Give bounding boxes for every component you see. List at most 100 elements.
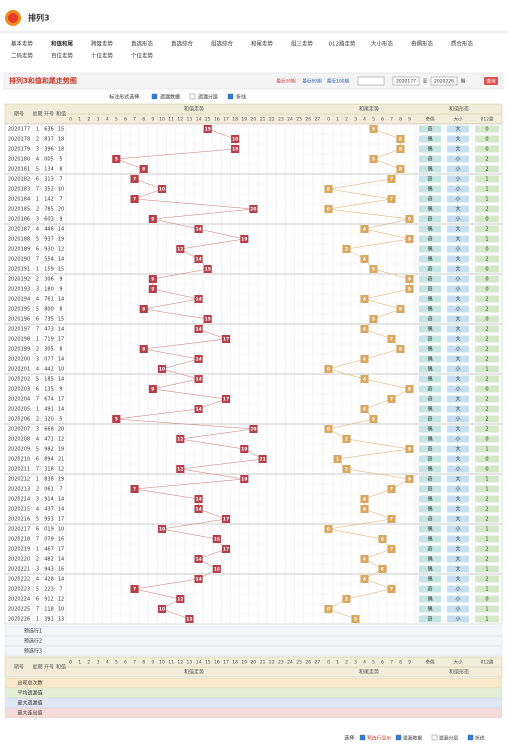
parity-value: 奇 [427, 276, 432, 283]
size-value: 小 [455, 276, 460, 283]
parity-value: 偶 [427, 496, 432, 503]
draw-number: 719 [44, 337, 54, 343]
weekday: 4 [36, 507, 39, 513]
sum-hit [194, 355, 203, 363]
sum-hit-label: 14 [195, 557, 201, 563]
parity-value: 奇 [427, 336, 432, 343]
draw-number: 894 [44, 457, 54, 463]
size-cell [447, 225, 469, 233]
footer-option[interactable]: 折线 [475, 735, 485, 742]
checkbox[interactable] [431, 734, 438, 741]
sum-hit-label: 19 [241, 447, 247, 453]
select-box[interactable] [357, 76, 385, 86]
checkbox[interactable] [359, 734, 366, 741]
size-value: 大 [455, 426, 460, 433]
tail-hit [360, 555, 369, 563]
tail-hit-label: 5 [372, 317, 375, 323]
weekday: 1 [36, 267, 39, 273]
sum-hit [148, 285, 157, 293]
footer-option[interactable]: 预选行显示 [367, 735, 391, 742]
sum-hit [112, 155, 121, 163]
nav-tab[interactable]: 百位走势 [51, 52, 74, 60]
route-cell [475, 285, 499, 293]
preselect-row[interactable] [4, 635, 503, 647]
period: 2020210 [8, 457, 30, 463]
period: 2020214 [8, 497, 30, 503]
query-label[interactable]: 查询 [487, 78, 496, 85]
route-cell [475, 145, 499, 153]
period: 2020199 [8, 347, 30, 353]
period: 2020177 [8, 127, 30, 133]
sum-hit-label: 12 [177, 437, 183, 443]
draw-number: 491 [44, 407, 54, 413]
preselect-row[interactable] [4, 625, 503, 637]
nav-tab[interactable]: 个位走势 [131, 52, 154, 60]
route-cell [475, 495, 499, 503]
parity-value: 偶 [427, 406, 432, 413]
option-label[interactable]: 遗漏数据 [160, 94, 180, 101]
tail-hit-label: 9 [408, 287, 411, 293]
size-value: 小 [455, 196, 460, 203]
sum-value: 17 [58, 547, 64, 553]
tail-hit [360, 375, 369, 383]
weekday: 5 [36, 587, 39, 593]
weekday: 4 [36, 157, 39, 163]
nav-tab[interactable]: 二码走势 [11, 52, 34, 60]
draw-number: 982 [44, 447, 54, 453]
section-header: 和尾走势 [359, 669, 379, 676]
sum-hit [194, 325, 203, 333]
nav-tab[interactable]: 组三走势 [291, 40, 314, 48]
nav-tab[interactable]: 质合形态 [451, 40, 474, 48]
nav-tab[interactable]: 和尾走势 [251, 40, 274, 48]
parity-value: 偶 [427, 506, 432, 513]
route-value: 2 [485, 337, 488, 343]
checkbox[interactable] [227, 93, 234, 100]
period: 2020206 [8, 417, 30, 423]
query-button[interactable] [484, 77, 498, 85]
tail-hit-label: 4 [363, 497, 366, 503]
route-value: 2 [485, 427, 488, 433]
route-cell [475, 355, 499, 363]
route-cell [475, 465, 499, 473]
size-value: 大 [455, 256, 460, 263]
option-label[interactable]: 折线 [236, 94, 246, 101]
range-link[interactable]: 最近80期 [302, 78, 322, 85]
checkbox[interactable] [151, 93, 158, 100]
period: 2020184 [8, 197, 30, 203]
footer-option[interactable]: 遗漏分层 [439, 735, 458, 742]
sum-value: 14 [58, 507, 64, 513]
sum-hit [221, 395, 231, 403]
sum-value: 19 [58, 237, 64, 243]
nav-tab[interactable]: 十位走势 [91, 52, 114, 60]
checkbox[interactable] [395, 734, 402, 741]
nav-tab[interactable]: 组选综合 [211, 40, 234, 48]
footer-option[interactable]: 遗漏数据 [403, 735, 422, 742]
preselect-row[interactable] [4, 645, 503, 657]
nav-tab[interactable]: 012路走势 [329, 40, 356, 48]
nav-tab[interactable]: 跨度走势 [91, 40, 114, 48]
period: 2020203 [8, 387, 30, 393]
range-link[interactable]: 最近100期 [327, 78, 350, 85]
sum-hit-label: 10 [159, 527, 165, 533]
route-cell [475, 405, 499, 413]
size-cell [447, 185, 469, 193]
size-cell [447, 415, 469, 423]
option-label[interactable]: 遗漏分层 [198, 94, 218, 101]
nav-tab[interactable]: 直选形态 [131, 40, 154, 48]
checkbox[interactable] [189, 93, 196, 100]
nav-tab[interactable]: 和值和尾 [51, 40, 74, 48]
checkbox[interactable] [467, 734, 474, 741]
from-input[interactable] [392, 76, 420, 86]
nav-tab[interactable]: 基本走势 [11, 40, 34, 48]
to-input[interactable] [430, 76, 458, 86]
route-value: 0 [485, 217, 488, 223]
tail-hit-label: 4 [363, 227, 366, 233]
sum-value: 14 [58, 257, 64, 263]
nav-tab[interactable]: 直选综合 [171, 40, 194, 48]
tail-hit-label: 5 [372, 127, 375, 133]
nav-tab[interactable]: 大小形态 [371, 40, 394, 48]
range-link[interactable]: 最近50期 [276, 78, 296, 85]
size-cell [447, 395, 469, 403]
route-value: 1 [485, 587, 488, 593]
nav-tab[interactable]: 奇偶形态 [411, 40, 434, 48]
